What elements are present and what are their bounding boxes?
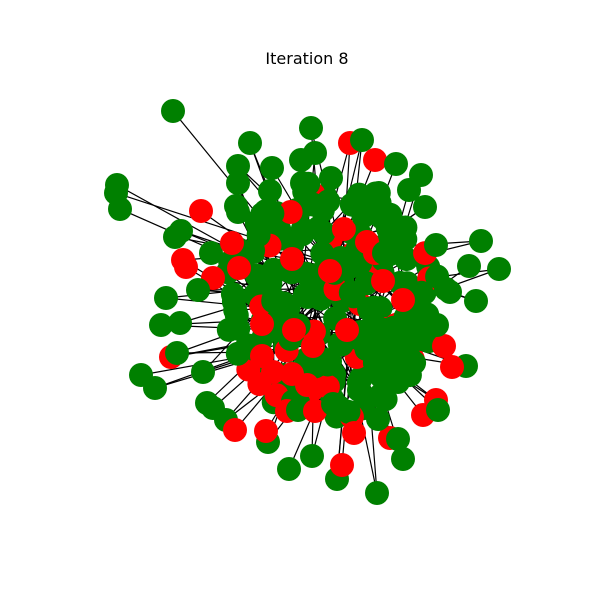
infected-node bbox=[280, 247, 304, 271]
healthy-node bbox=[409, 280, 434, 305]
infected-node bbox=[363, 148, 387, 172]
infected-node bbox=[303, 399, 327, 423]
infected-node bbox=[223, 418, 247, 442]
healthy-node bbox=[457, 254, 481, 278]
healthy-node bbox=[261, 289, 286, 314]
healthy-node bbox=[339, 254, 364, 279]
healthy-node bbox=[303, 141, 327, 165]
healthy-node bbox=[366, 407, 390, 431]
healthy-node bbox=[487, 257, 511, 281]
infected-node bbox=[282, 318, 306, 342]
healthy-node bbox=[365, 481, 389, 505]
healthy-node bbox=[409, 327, 433, 351]
healthy-node bbox=[361, 311, 386, 336]
healthy-node bbox=[319, 166, 343, 190]
infected-node bbox=[278, 200, 303, 224]
healthy-node bbox=[350, 128, 374, 152]
healthy-node bbox=[186, 278, 210, 302]
infected-node bbox=[301, 334, 325, 358]
healthy-node bbox=[292, 283, 317, 308]
healthy-node bbox=[220, 282, 245, 307]
healthy-node bbox=[161, 99, 185, 123]
healthy-node bbox=[224, 194, 248, 218]
healthy-node bbox=[248, 207, 272, 231]
healthy-node bbox=[226, 171, 250, 195]
network-edge bbox=[115, 192, 346, 269]
healthy-node bbox=[258, 179, 282, 203]
healthy-node bbox=[425, 313, 449, 337]
healthy-node bbox=[402, 350, 427, 375]
infected-node bbox=[174, 255, 198, 279]
healthy-node bbox=[260, 156, 284, 180]
healthy-node bbox=[413, 195, 437, 219]
figure-title: Iteration 8 bbox=[265, 49, 348, 68]
healthy-node bbox=[386, 427, 410, 451]
healthy-node bbox=[108, 197, 132, 221]
infected-node bbox=[342, 421, 366, 445]
healthy-node bbox=[238, 131, 262, 155]
healthy-node bbox=[290, 171, 314, 195]
healthy-node bbox=[168, 311, 192, 335]
healthy-node bbox=[149, 313, 173, 337]
healthy-node bbox=[347, 378, 371, 402]
infected-node bbox=[318, 259, 342, 283]
infected-node bbox=[391, 288, 415, 312]
infected-node bbox=[371, 269, 395, 293]
infected-node bbox=[335, 318, 359, 342]
healthy-node bbox=[391, 447, 415, 471]
healthy-node bbox=[299, 116, 323, 140]
healthy-node bbox=[381, 319, 406, 344]
healthy-node bbox=[372, 241, 396, 265]
healthy-node bbox=[286, 398, 310, 422]
healthy-node bbox=[386, 370, 410, 394]
healthy-node bbox=[376, 217, 401, 241]
infected-node bbox=[440, 355, 464, 379]
infected-node bbox=[254, 419, 278, 443]
healthy-node bbox=[300, 444, 324, 468]
healthy-node bbox=[199, 241, 223, 265]
infected-node bbox=[220, 231, 244, 255]
healthy-node bbox=[310, 198, 335, 223]
infected-node bbox=[250, 312, 274, 336]
healthy-node bbox=[373, 387, 398, 412]
healthy-node bbox=[384, 152, 408, 176]
healthy-node bbox=[397, 178, 421, 202]
infected-node bbox=[227, 256, 251, 280]
healthy-node bbox=[464, 289, 488, 313]
node-layer bbox=[104, 99, 511, 505]
healthy-node bbox=[165, 341, 189, 365]
healthy-node bbox=[143, 376, 167, 400]
healthy-node bbox=[163, 225, 187, 249]
healthy-node bbox=[351, 204, 376, 229]
infected-node bbox=[189, 199, 213, 223]
healthy-node bbox=[191, 360, 215, 384]
infected-node bbox=[295, 373, 319, 397]
healthy-node bbox=[277, 457, 301, 481]
healthy-node bbox=[321, 392, 345, 416]
infected-node bbox=[331, 217, 356, 241]
healthy-node bbox=[363, 181, 388, 206]
infected-node bbox=[432, 334, 456, 358]
healthy-node bbox=[438, 280, 462, 304]
healthy-node bbox=[426, 398, 450, 422]
healthy-node bbox=[226, 154, 250, 178]
healthy-node bbox=[469, 229, 493, 253]
healthy-node bbox=[154, 286, 178, 310]
healthy-node bbox=[369, 340, 394, 365]
infected-node bbox=[330, 453, 354, 477]
infected-node bbox=[261, 360, 285, 384]
healthy-node bbox=[424, 233, 448, 257]
